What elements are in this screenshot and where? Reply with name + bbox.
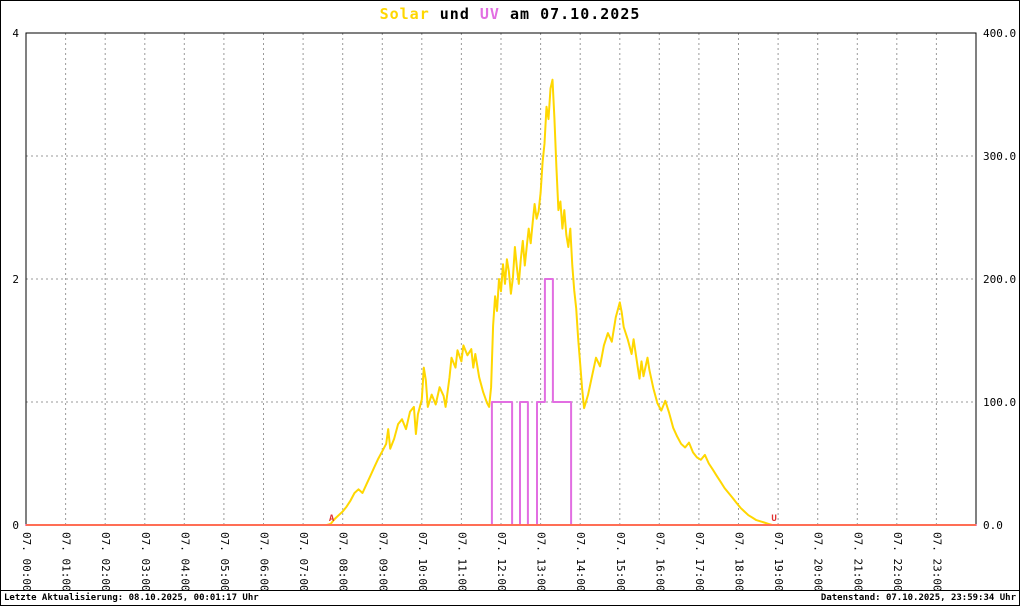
solar-line [25,78,977,526]
y-left-tick: 0 [12,519,19,532]
x-tick: 07. 19:00 [772,532,785,591]
x-tick: 07. 00:00 [20,532,33,591]
x-tick: 07. 04:00 [178,532,191,591]
y-left-tick: 2 [12,273,19,286]
x-tick: 07. 20:00 [812,532,825,591]
x-tick: 07. 21:00 [851,532,864,591]
x-tick: 07. 18:00 [733,532,746,591]
x-tick: 07. 05:00 [218,532,231,591]
marker-u: U [771,514,776,524]
x-tick: 07. 12:00 [495,532,508,591]
y-left-tick: 4 [12,27,19,40]
y-right-tick: 300.0 [983,150,1016,163]
y-right-tick: 400.0 [983,27,1016,40]
x-tick: 07. 13:00 [535,532,548,591]
x-tick: 07. 03:00 [139,532,152,591]
marker-a: A [329,514,335,524]
x-axis-labels: 07. 00:00 07. 01:00 07. 02:00 07. 03:00 07. … [20,532,943,591]
x-tick: 07. 15:00 [614,532,627,591]
x-tick: 07. 17:00 [693,532,706,591]
x-tick: 07. 22:00 [891,532,904,591]
y-axis-left-labels: 0 2 4 [12,27,19,532]
x-tick: 07. 09:00 [376,532,389,591]
x-tick: 07. 14:00 [574,532,587,591]
footer-data-state: Datenstand: 07.10.2025, 23:59:34 Uhr [820,593,1016,603]
footer-last-update: Letzte Aktualisierung: 08.10.2025, 00:01… [4,593,259,603]
x-tick: 07. 08:00 [337,532,350,591]
x-tick: 07. 06:00 [258,532,271,591]
x-tick: 07. 23:00 [930,532,943,591]
x-tick: 07. 16:00 [653,532,666,591]
y-right-tick: 0.0 [983,519,1003,532]
y-right-tick: 200.0 [983,273,1016,286]
y-right-tick: 100.0 [983,396,1016,409]
x-tick: 07. 11:00 [455,532,468,591]
y-axis-right-labels: 0.0 100.0 200.0 300.0 400.0 [983,27,1016,532]
x-tick: 07. 10:00 [416,532,429,591]
x-tick: 07. 07:00 [297,532,310,591]
gridlines [26,33,976,525]
x-tick: 07. 02:00 [99,532,112,591]
footer-bar: Letzte Aktualisierung: 08.10.2025, 00:01… [1,590,1019,605]
x-tick: 07. 01:00 [60,532,73,591]
